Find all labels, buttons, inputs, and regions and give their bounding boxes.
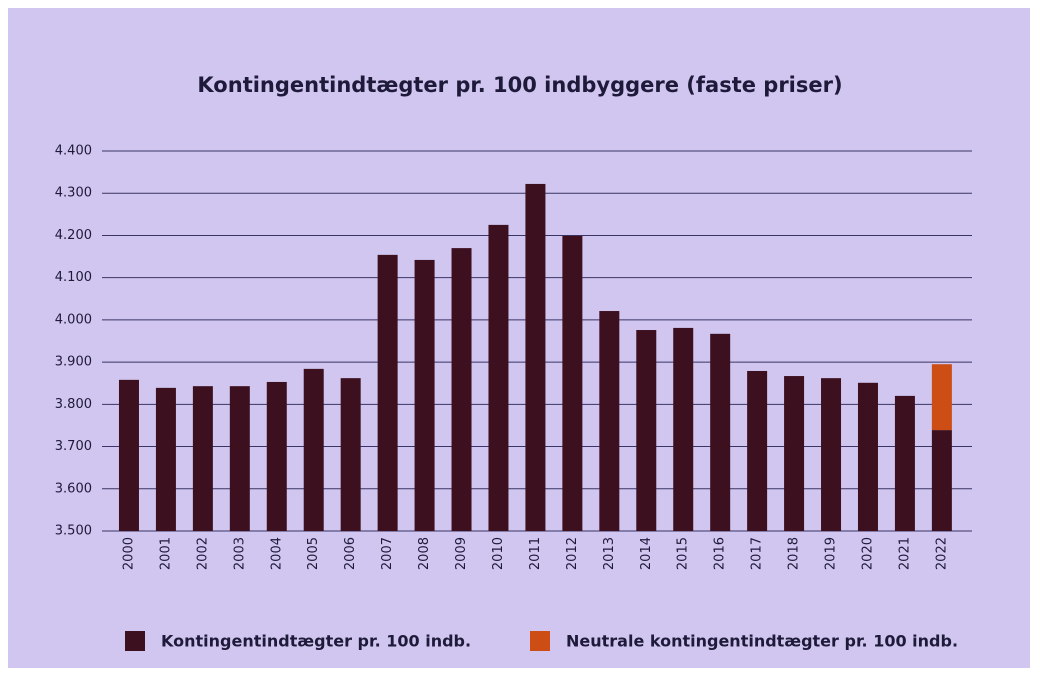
y-tick-label: 3.500 bbox=[55, 524, 92, 539]
legend-label: Kontingentindtægter pr. 100 indb. bbox=[161, 632, 471, 651]
x-tick-label: 2013 bbox=[602, 537, 617, 570]
bar bbox=[266, 381, 287, 531]
legend-label: Neutrale kontingentindtægter pr. 100 ind… bbox=[566, 632, 958, 651]
x-tick-label: 2012 bbox=[565, 537, 580, 570]
chart-background bbox=[8, 8, 1030, 668]
bar bbox=[857, 382, 878, 531]
x-tick-label: 2010 bbox=[491, 537, 506, 570]
bar bbox=[192, 386, 213, 531]
x-tick-label: 2018 bbox=[787, 537, 802, 570]
bar bbox=[599, 311, 620, 531]
bar bbox=[340, 378, 361, 531]
y-tick-label: 4.400 bbox=[55, 144, 92, 159]
x-tick-label: 2005 bbox=[306, 537, 321, 570]
chart-title: Kontingentindtægter pr. 100 indbyggere (… bbox=[197, 73, 842, 97]
x-tick-label: 2022 bbox=[934, 537, 949, 570]
x-tick-label: 2002 bbox=[195, 537, 210, 570]
bar bbox=[931, 430, 952, 531]
bar bbox=[931, 364, 952, 431]
bar bbox=[377, 254, 398, 531]
bar bbox=[562, 235, 583, 531]
bar bbox=[451, 248, 472, 531]
x-tick-label: 2015 bbox=[676, 537, 691, 570]
x-tick-label: 2001 bbox=[158, 537, 173, 570]
bar bbox=[784, 376, 805, 531]
y-tick-label: 3.900 bbox=[55, 355, 92, 370]
legend-swatch bbox=[125, 631, 145, 651]
bar bbox=[414, 259, 435, 531]
x-tick-label: 2016 bbox=[713, 537, 728, 570]
bar bbox=[229, 386, 250, 531]
bar bbox=[303, 368, 324, 531]
legend-swatch bbox=[530, 631, 550, 651]
y-tick-label: 4.300 bbox=[55, 186, 92, 201]
x-tick-label: 2003 bbox=[232, 537, 247, 570]
x-tick-label: 2017 bbox=[750, 537, 765, 570]
y-tick-label: 3.600 bbox=[55, 481, 92, 496]
bar bbox=[525, 183, 546, 531]
bar bbox=[155, 387, 176, 531]
bar bbox=[894, 395, 915, 531]
bar bbox=[118, 379, 139, 531]
y-tick-label: 3.800 bbox=[55, 397, 92, 412]
y-tick-label: 4.000 bbox=[55, 312, 92, 327]
bar bbox=[710, 333, 731, 531]
y-tick-label: 4.100 bbox=[55, 270, 92, 285]
x-tick-label: 2006 bbox=[343, 537, 358, 570]
bar bbox=[747, 370, 768, 531]
y-tick-label: 3.700 bbox=[55, 439, 92, 454]
bar bbox=[673, 327, 694, 531]
x-tick-label: 2021 bbox=[897, 537, 912, 570]
bar bbox=[488, 224, 509, 531]
x-tick-label: 2020 bbox=[860, 537, 875, 570]
x-tick-label: 2014 bbox=[639, 537, 654, 570]
y-tick-label: 4.200 bbox=[55, 228, 92, 243]
x-tick-label: 2004 bbox=[269, 537, 284, 570]
x-tick-label: 2000 bbox=[121, 537, 136, 570]
x-tick-label: 2009 bbox=[454, 537, 469, 570]
bar bbox=[636, 330, 657, 531]
x-tick-label: 2019 bbox=[824, 537, 839, 570]
x-tick-label: 2007 bbox=[380, 537, 395, 570]
x-tick-label: 2011 bbox=[528, 537, 543, 570]
bar bbox=[821, 378, 842, 531]
x-tick-label: 2008 bbox=[417, 537, 432, 570]
